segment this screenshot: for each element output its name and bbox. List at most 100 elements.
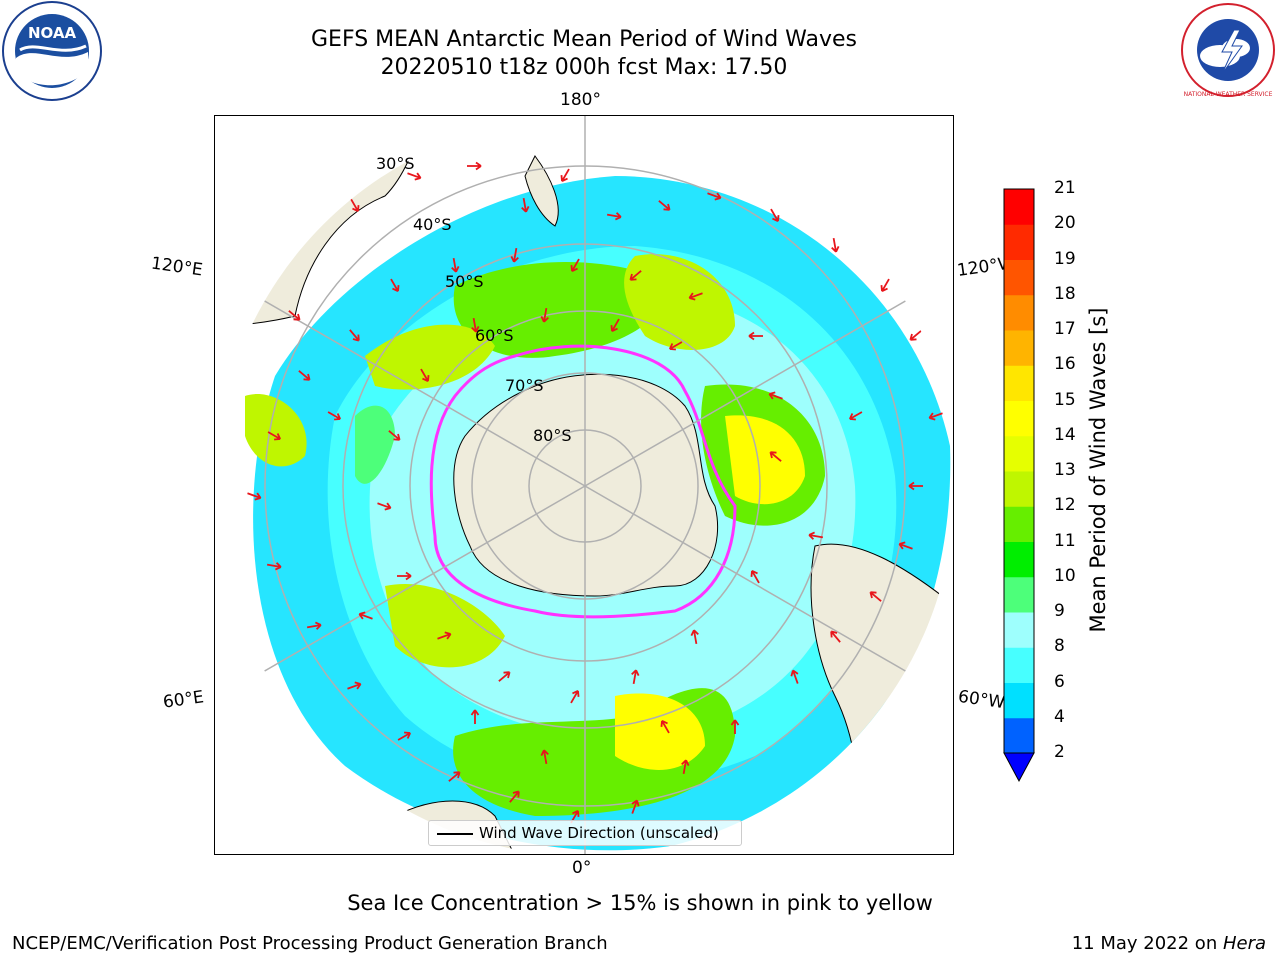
colorbar-segment (1004, 400, 1034, 437)
wind-wave-arrow (909, 330, 922, 341)
wind-wave-arrow (570, 689, 580, 704)
wind-wave-arrow (681, 759, 690, 775)
colorbar-segment (1004, 471, 1034, 507)
nws-logo-icon: NATIONAL WEATHER SERVICE (1181, 3, 1275, 98)
wind-wave-arrow (397, 731, 412, 741)
wind-wave-arrow (750, 569, 760, 584)
wind-wave-arrow (407, 172, 422, 181)
wind-wave-arrow (668, 341, 683, 351)
wind-wave-arrow (790, 669, 799, 684)
lon-label-180: 180° (560, 90, 601, 110)
wind-wave-arrow (869, 591, 882, 602)
colorbar-segment (1004, 330, 1034, 366)
sea-ice-edge (429, 344, 737, 619)
wind-wave-arrow (388, 430, 401, 441)
wind-wave-arrow (570, 258, 580, 273)
wind-wave-arrow (471, 317, 480, 333)
wind-wave-arrow (848, 411, 863, 421)
colorbar-tick-label: 9 (1054, 601, 1065, 621)
wind-wave-arrow (748, 331, 763, 341)
colorbar-label: Mean Period of Wind Waves [s] (1086, 307, 1110, 633)
colorbar-segment (1004, 506, 1034, 542)
colorbar-segment (1004, 365, 1034, 401)
wind-wave-arrow (390, 278, 400, 293)
colorbar-segment (1004, 259, 1034, 296)
wind-wave-arrow (397, 571, 412, 581)
lon-label-0: 0° (572, 858, 592, 878)
colorbar-tick-label: 13 (1054, 460, 1076, 480)
colorbar-border (1003, 188, 1035, 754)
chart-title: GEFS MEAN Antarctic Mean Period of Wind … (311, 27, 857, 52)
wind-wave-arrow (898, 541, 913, 550)
colorbar (1003, 188, 1035, 783)
wind-wave-arrow (610, 318, 620, 333)
wind-wave-arrow (247, 492, 262, 501)
colorbar-tick-label: 2 (1054, 742, 1065, 762)
colorbar-under-extension (1003, 752, 1035, 783)
lon-label-60e: 60°E (161, 687, 206, 713)
colorbar-segment (1004, 647, 1034, 683)
wind-wave-arrow (521, 197, 530, 213)
map-panel: 30°S 40°S 50°S 60°S 70°S 80°S Wind Wave … (214, 115, 954, 855)
wind-wave-arrow (420, 368, 430, 383)
colorbar-tick-label: 21 (1054, 178, 1076, 198)
colorbar-segment (1004, 189, 1034, 225)
wind-wave-arrow (707, 192, 722, 201)
colorbar-segment (1004, 612, 1034, 648)
colorbar-tick-label: 16 (1054, 354, 1076, 375)
new-zealand-land (524, 155, 559, 227)
lat-label-80s: 80°S (533, 426, 572, 445)
legend-label: Wind Wave Direction (unscaled) (479, 824, 719, 842)
wind-wave-arrow (830, 630, 841, 643)
meridians (229, 116, 941, 854)
madagascar-land (244, 761, 291, 804)
wind-wave-arrow (808, 531, 824, 540)
wind-wave-arrow (768, 391, 783, 400)
wind-wave-arrow (660, 719, 670, 734)
colorbar-tick-label: 19 (1054, 248, 1076, 269)
wind-wave-arrow (688, 292, 703, 301)
wind-wave-arrow (509, 790, 520, 803)
wind-wave-arrow (470, 709, 480, 724)
lat-label-70s: 70°S (505, 376, 544, 395)
host-name: Hera (1222, 933, 1266, 954)
colorbar-tick-label: 17 (1054, 319, 1076, 339)
colorbar-segment (1004, 717, 1034, 754)
colorbar-tick-label: 4 (1054, 706, 1065, 727)
colorbar-segment (1004, 576, 1034, 613)
wind-wave-arrow (298, 370, 311, 381)
sea-ice-note: Sea Ice Concentration > 15% is shown in … (347, 891, 933, 915)
run-date: 11 May 2022 on Hera (1072, 933, 1266, 954)
wind-wave-arrow (266, 562, 282, 571)
colorbar-tick-label: 6 (1054, 671, 1065, 692)
wind-wave-arrow (498, 671, 511, 682)
wind-wave-arrow (358, 611, 373, 620)
colorbar-tick-label: 10 (1054, 565, 1076, 586)
chart-subtitle: 20220510 t18z 000h fcst Max: 17.50 (380, 55, 788, 80)
wind-wave-arrow (437, 631, 452, 640)
colorbar-segment (1004, 541, 1034, 578)
map-legend: Wind Wave Direction (unscaled) (428, 820, 742, 846)
wind-wave-arrow (769, 451, 782, 462)
wind-wave-arrow (288, 310, 301, 321)
wind-wave-arrows (247, 151, 943, 824)
colorbar-segment (1004, 682, 1034, 719)
lat-label-50s: 50°S (445, 272, 484, 291)
colorbar-tick-label: 11 (1054, 530, 1076, 551)
colorbar-tick-label: 8 (1054, 636, 1065, 657)
wind-wave-arrow (350, 198, 360, 213)
noaa-logo-text: NOAA (28, 24, 77, 42)
wind-wave-arrow (606, 212, 622, 221)
wind-wave-arrow (307, 151, 322, 161)
wind-wave-arrow (880, 278, 890, 293)
wind-wave-arrow (540, 307, 549, 323)
wind-wave-arrow (770, 208, 780, 223)
wind-wave-arrow (831, 237, 840, 253)
lat-label-30s: 30°S (376, 154, 415, 173)
wind-wave-arrow (306, 621, 322, 630)
wind-wave-arrow (327, 411, 342, 421)
wind-wave-arrow (560, 168, 570, 183)
colorbar-tick-label: 14 (1054, 424, 1076, 445)
wind-wave-arrow (730, 719, 740, 734)
lat-label-60s: 60°S (475, 326, 514, 345)
